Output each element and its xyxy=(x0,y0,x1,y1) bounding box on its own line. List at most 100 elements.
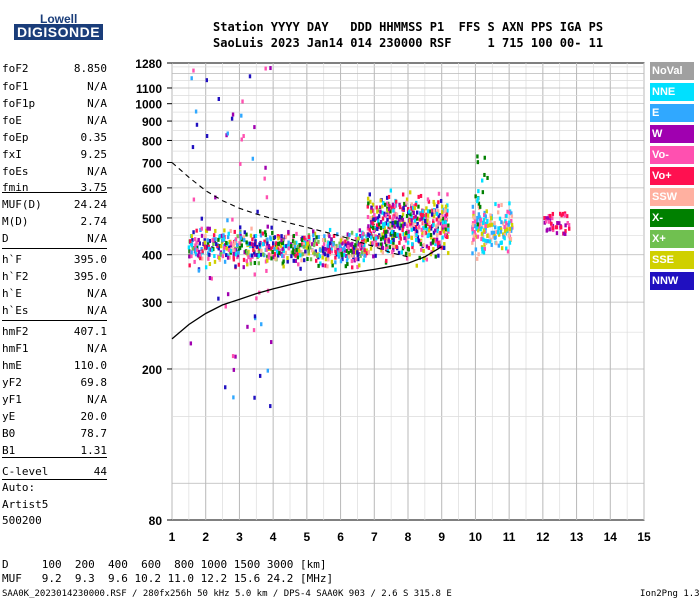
echo-point xyxy=(381,222,385,227)
param-key: C-level xyxy=(2,465,49,478)
echo-point xyxy=(246,324,249,329)
echo-point xyxy=(442,229,446,234)
echo-point xyxy=(315,235,318,240)
echo-point xyxy=(486,175,489,180)
echo-point xyxy=(273,251,276,256)
echo-point xyxy=(425,216,428,221)
echo-point xyxy=(309,257,313,262)
echo-point xyxy=(188,254,191,259)
echo-point xyxy=(510,219,513,224)
param-key: foF1 xyxy=(2,80,29,93)
echo-point xyxy=(252,328,256,333)
echo-point xyxy=(197,268,201,273)
echo-point xyxy=(327,249,330,254)
echo-point xyxy=(251,237,254,242)
echo-point xyxy=(391,202,395,207)
echo-point xyxy=(421,233,424,238)
echo-point xyxy=(355,233,358,238)
echo-point xyxy=(372,217,375,222)
echo-point xyxy=(354,257,358,262)
echo-point xyxy=(267,255,270,260)
echo-point xyxy=(372,225,375,230)
echo-point xyxy=(332,242,335,247)
echo-point xyxy=(203,238,206,243)
echo-point xyxy=(313,251,316,256)
echo-point xyxy=(278,248,282,253)
echo-point xyxy=(436,204,439,209)
echo-point xyxy=(372,228,376,233)
echo-point xyxy=(223,228,226,233)
x-tick-label: 6 xyxy=(337,530,344,544)
echo-point xyxy=(405,214,409,219)
echo-point xyxy=(415,229,419,234)
echo-point xyxy=(366,204,369,209)
echo-point xyxy=(242,257,246,262)
echo-point xyxy=(249,261,253,266)
echo-point xyxy=(331,263,334,268)
echo-point xyxy=(247,255,250,260)
param-fxi: fxI 9.25 xyxy=(2,148,107,162)
echo-point xyxy=(206,226,209,231)
param-divider xyxy=(2,479,107,480)
echo-point xyxy=(548,227,552,232)
echo-point xyxy=(354,243,357,248)
echo-point xyxy=(483,155,486,160)
muf-row: MUF 9.2 9.3 9.6 10.2 11.0 12.2 15.6 24.2… xyxy=(2,572,334,585)
x-tick-label: 12 xyxy=(536,530,550,544)
echo-point xyxy=(313,239,317,244)
echo-point xyxy=(416,221,419,226)
echo-point xyxy=(444,220,447,225)
echo-point xyxy=(476,215,479,220)
echo-point xyxy=(232,249,235,254)
echo-point xyxy=(477,252,480,257)
param-m-d-: M(D) 2.74 xyxy=(2,215,107,229)
echo-point xyxy=(356,264,359,269)
echo-point xyxy=(406,224,409,229)
echo-point xyxy=(287,240,290,245)
echo-point xyxy=(369,216,372,221)
echo-point xyxy=(190,243,194,248)
echo-point xyxy=(423,256,426,261)
echo-point xyxy=(237,250,240,255)
echo-point xyxy=(234,264,237,269)
echo-point xyxy=(278,251,281,256)
echo-point xyxy=(379,226,383,231)
echo-point xyxy=(194,247,197,252)
echo-point xyxy=(193,259,196,264)
echo-point xyxy=(257,261,261,266)
param-h-f2: h`F2 395.0 xyxy=(2,270,107,284)
echo-point xyxy=(265,247,268,252)
echo-point xyxy=(229,228,232,233)
echo-point xyxy=(376,242,380,247)
echo-point xyxy=(273,235,277,240)
param-value: 8.850 xyxy=(73,62,107,75)
echo-point xyxy=(490,222,494,227)
param-value: 0.35 xyxy=(80,131,108,144)
echo-point xyxy=(323,234,326,239)
param-value: 24.24 xyxy=(73,198,107,211)
echo-point xyxy=(199,256,202,261)
echo-point xyxy=(362,258,365,263)
echo-point xyxy=(431,238,435,243)
echo-point xyxy=(259,233,263,238)
echo-point xyxy=(381,235,385,240)
echo-point xyxy=(412,211,415,216)
echo-point xyxy=(382,201,385,206)
echo-point xyxy=(240,113,243,118)
echo-point xyxy=(414,229,417,234)
echo-point xyxy=(343,248,347,253)
echo-point xyxy=(299,253,302,258)
echo-point xyxy=(508,220,511,225)
echo-point xyxy=(379,198,382,203)
echo-point xyxy=(334,260,337,265)
echo-point xyxy=(474,247,478,252)
auto-label: Auto: xyxy=(2,481,36,494)
param-yf2: yF2 69.8 xyxy=(2,376,107,390)
echo-point xyxy=(386,217,389,222)
echo-point xyxy=(307,249,310,254)
echo-point xyxy=(256,253,259,258)
y-tick-label: 800 xyxy=(142,134,162,148)
echo-point xyxy=(444,204,448,209)
echo-point xyxy=(261,231,265,236)
echo-point xyxy=(234,252,238,257)
